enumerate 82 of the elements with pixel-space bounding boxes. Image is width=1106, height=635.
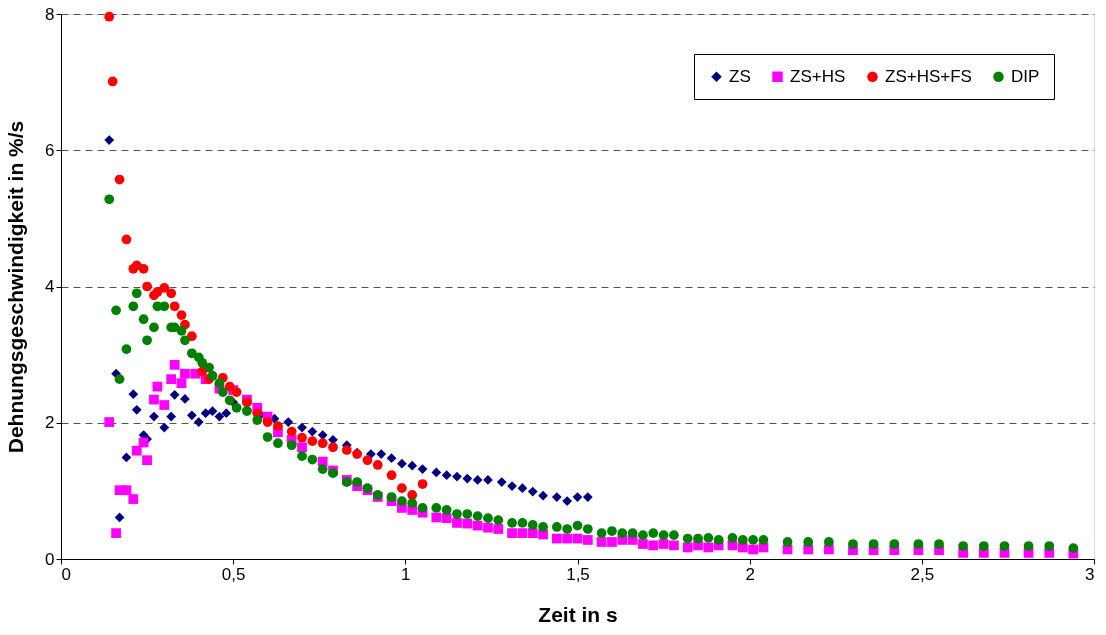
point (507, 481, 517, 491)
x-axis-title: Zeit in s (538, 602, 618, 626)
point (224, 381, 235, 392)
legend-label: ZS (729, 66, 751, 86)
point (386, 453, 397, 464)
point (193, 417, 204, 427)
point (538, 490, 548, 501)
point (169, 301, 180, 312)
point (297, 432, 307, 443)
point (180, 394, 190, 404)
point (431, 467, 442, 478)
point (221, 408, 232, 419)
point (441, 470, 452, 481)
point (149, 411, 159, 422)
y-tick-label: 0 (45, 549, 55, 569)
point (121, 234, 132, 245)
point (307, 436, 318, 447)
point (517, 483, 528, 494)
point (104, 11, 115, 22)
legend-label: ZS+HS+FS (885, 66, 972, 86)
point (207, 406, 218, 417)
point (114, 174, 125, 185)
point (328, 442, 338, 453)
x-tick-label: 0 (61, 564, 71, 584)
point (200, 408, 211, 419)
point (152, 287, 163, 297)
y-tick-label: 4 (45, 277, 55, 296)
point (142, 281, 152, 292)
point (307, 426, 318, 437)
point (452, 471, 462, 482)
point (186, 410, 197, 421)
y-tick-label: 2 (45, 413, 55, 433)
point (166, 411, 177, 422)
point (527, 486, 538, 497)
x-tick-label: 3 (1085, 564, 1095, 584)
point (159, 283, 170, 293)
point (107, 76, 118, 87)
y-axis-title: Dehnungsgeschwindigkeit in %/s (4, 120, 28, 454)
point (397, 458, 407, 469)
point (273, 421, 283, 432)
legend-label: ZS+HS (790, 66, 846, 86)
point (169, 389, 180, 400)
point (317, 430, 328, 440)
point (462, 473, 473, 484)
point (376, 449, 387, 459)
point (562, 496, 573, 506)
point (131, 404, 142, 415)
point (417, 464, 428, 474)
point (262, 417, 273, 427)
point (159, 422, 170, 433)
point (572, 492, 583, 502)
point (138, 263, 149, 274)
y-tick-label: 6 (45, 140, 55, 160)
point (397, 483, 407, 494)
point (214, 411, 225, 422)
x-tick-label: 2 (745, 564, 755, 584)
point (317, 438, 328, 449)
point (472, 475, 483, 485)
point (286, 426, 297, 437)
point (362, 455, 373, 466)
point (407, 490, 418, 500)
point (582, 492, 593, 502)
point (176, 310, 187, 320)
point (407, 460, 418, 471)
y-tick-label: 8 (45, 4, 55, 24)
x-tick-label: 2,5 (910, 564, 935, 584)
point (372, 460, 383, 470)
point (186, 331, 197, 342)
x-tick-label: 1,5 (566, 564, 590, 584)
point (341, 445, 352, 455)
point (166, 288, 177, 299)
x-tick-label: 0,5 (221, 564, 246, 584)
point (496, 477, 507, 487)
point (283, 417, 294, 427)
legend-label: DIP (1011, 66, 1040, 86)
point (104, 135, 115, 145)
point (386, 470, 397, 481)
x-tick-label: 1 (401, 564, 411, 584)
point (128, 389, 139, 400)
point (551, 492, 562, 502)
point (297, 422, 307, 433)
point (417, 479, 428, 489)
